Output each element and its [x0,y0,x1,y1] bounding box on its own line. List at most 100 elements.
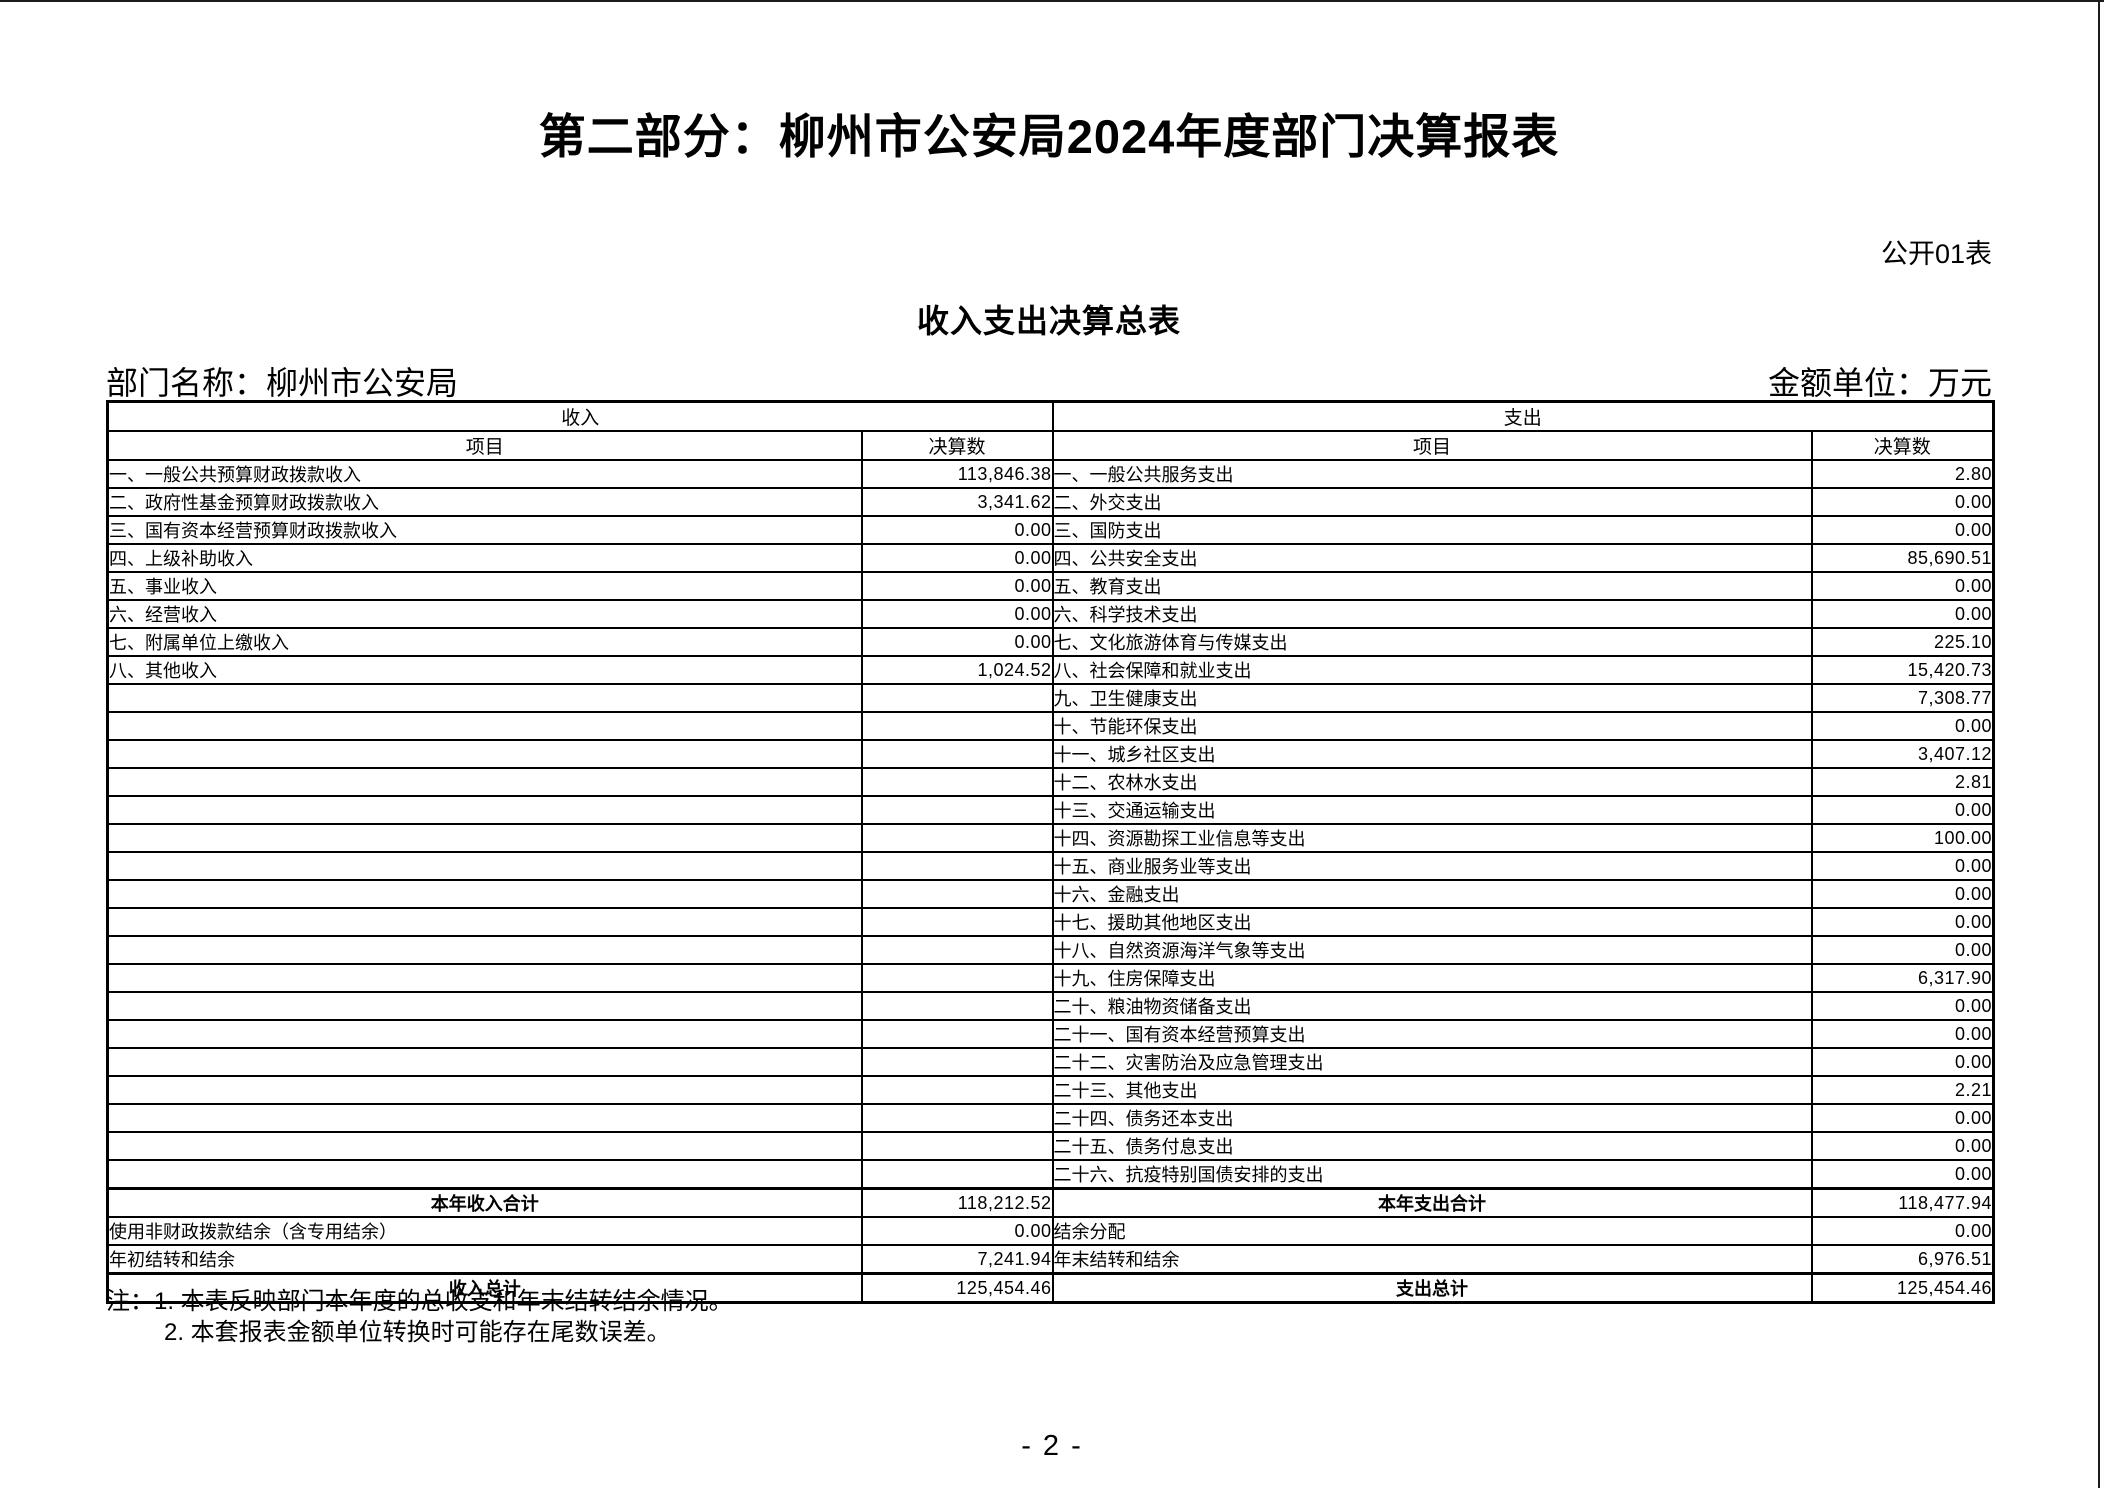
expense-item-cell: 十九、住房保障支出 [1051,963,1813,993]
income-item-cell [106,1047,863,1077]
table-row: 十五、商业服务业等支出 0.00 [106,851,1995,881]
page-right-rule [2098,0,2100,1488]
expense-amount-cell: 7,308.77 [1810,683,1995,713]
table-row: 七、附属单位上缴收入 0.00 七、文化旅游体育与传媒支出 225.10 [106,627,1995,657]
table-row: 二十五、债务付息支出 0.00 [106,1131,1995,1161]
expense-item-cell: 二十二、灾害防治及应急管理支出 [1051,1047,1813,1077]
table-row: 十一、城乡社区支出 3,407.12 [106,739,1995,769]
income-amount-cell [860,991,1054,1021]
summary-left-item: 本年收入合计 [106,1187,863,1218]
expense-amount-cell: 0.00 [1810,571,1995,601]
income-item-cell [106,879,863,909]
expense-amount-cell: 0.00 [1810,907,1995,937]
expense-amount-cell: 3,407.12 [1810,739,1995,769]
income-item-cell [106,1103,863,1133]
summary-row: 本年收入合计 118,212.52 本年支出合计 118,477.94 [106,1187,1995,1218]
expense-item-cell: 十六、金融支出 [1051,879,1813,909]
income-amount-cell [860,907,1054,937]
summary-row: 使用非财政拨款结余（含专用结余） 0.00 结余分配 0.00 [106,1216,1995,1246]
expense-amount-cell: 2.21 [1810,1075,1995,1105]
table-row: 十八、自然资源海洋气象等支出 0.00 [106,935,1995,965]
expense-amount-cell: 2.81 [1810,767,1995,797]
table-row: 八、其他收入 1,024.52 八、社会保障和就业支出 15,420.73 [106,655,1995,685]
summary-left-item: 收入总计 [106,1272,863,1304]
summary-left-item: 年初结转和结余 [106,1244,863,1275]
summary-right-item: 结余分配 [1051,1216,1813,1246]
summary-right-amount: 6,976.51 [1810,1244,1995,1275]
income-amount-header: 决算数 [860,430,1054,461]
income-amount-cell [860,795,1054,825]
expense-amount-cell: 0.00 [1810,1131,1995,1161]
income-amount-cell [860,1131,1054,1161]
expense-item-cell: 九、卫生健康支出 [1051,683,1813,713]
income-item-cell [106,963,863,993]
notes-block: 注：1. 本表反映部门本年度的总收支和年末结转结余情况。 2. 本套报表金额单位… [106,1286,733,1348]
expense-item-header: 项目 [1051,430,1813,461]
expense-amount-cell: 85,690.51 [1810,543,1995,573]
table-row: 五、事业收入 0.00 五、教育支出 0.00 [106,571,1995,601]
income-item-cell: 八、其他收入 [106,655,863,685]
section-header-row: 收入 支出 [106,400,1995,432]
expense-item-cell: 十二、农林水支出 [1051,767,1813,797]
expense-amount-cell: 0.00 [1810,795,1995,825]
expense-item-cell: 十七、援助其他地区支出 [1051,907,1813,937]
expense-amount-cell: 6,317.90 [1810,963,1995,993]
expense-amount-cell: 0.00 [1810,935,1995,965]
expense-item-cell: 二、外交支出 [1051,487,1813,517]
page-title: 第二部分：柳州市公安局2024年度部门决算报表 [538,110,1560,163]
expense-amount-cell: 0.00 [1810,487,1995,517]
expense-item-cell: 八、社会保障和就业支出 [1051,655,1813,685]
income-item-cell: 二、政府性基金预算财政拨款收入 [106,487,863,517]
expense-amount-cell: 225.10 [1810,627,1995,657]
income-item-cell: 七、附属单位上缴收入 [106,627,863,657]
income-amount-cell [860,767,1054,797]
expense-item-cell: 十八、自然资源海洋气象等支出 [1051,935,1813,965]
table-row: 二十三、其他支出 2.21 [106,1075,1995,1105]
income-amount-cell [860,935,1054,965]
summary-right-amount: 0.00 [1810,1216,1995,1246]
income-item-header: 项目 [106,430,863,461]
table-row: 二十、粮油物资储备支出 0.00 [106,991,1995,1021]
expense-amount-cell: 0.00 [1810,1159,1995,1190]
expense-item-cell: 一、一般公共服务支出 [1051,459,1813,489]
expense-item-cell: 二十三、其他支出 [1051,1075,1813,1105]
expense-item-cell: 十、节能环保支出 [1051,711,1813,741]
expense-item-cell: 二十、粮油物资储备支出 [1051,991,1813,1021]
income-amount-cell: 0.00 [860,599,1054,629]
page-top-rule [0,0,2104,2]
income-amount-cell: 0.00 [860,627,1054,657]
income-amount-cell [860,1047,1054,1077]
income-item-cell [106,1131,863,1161]
income-expense-table: 收入 支出 项目 决算数 项目 决算数 一、一般公共预算财政拨款收入 113,84… [106,400,1996,1304]
income-amount-cell [860,739,1054,769]
summary-right-amount: 125,454.46 [1810,1272,1995,1304]
income-item-cell: 五、事业收入 [106,571,863,601]
income-item-cell [106,767,863,797]
income-item-cell: 三、国有资本经营预算财政拨款收入 [106,515,863,545]
income-amount-cell: 0.00 [860,515,1054,545]
expense-item-cell: 二十一、国有资本经营预算支出 [1051,1019,1813,1049]
table-row: 二十二、灾害防治及应急管理支出 0.00 [106,1047,1995,1077]
expense-amount-cell: 15,420.73 [1810,655,1995,685]
expense-amount-cell: 0.00 [1810,879,1995,909]
expense-item-cell: 四、公共安全支出 [1051,543,1813,573]
summary-right-item: 年末结转和结余 [1051,1244,1813,1275]
expense-amount-cell: 0.00 [1810,711,1995,741]
income-amount-cell: 113,846.38 [860,459,1054,489]
income-item-cell [106,795,863,825]
income-amount-cell: 0.00 [860,543,1054,573]
table-row: 十四、资源勘探工业信息等支出 100.00 [106,823,1995,853]
income-amount-cell [860,1019,1054,1049]
expense-amount-cell: 0.00 [1810,851,1995,881]
expense-amount-cell: 0.00 [1810,1019,1995,1049]
expense-amount-cell: 0.00 [1810,1047,1995,1077]
income-amount-cell [860,711,1054,741]
income-item-cell [106,683,863,713]
income-amount-cell [860,879,1054,909]
expense-amount-cell: 0.00 [1810,1103,1995,1133]
table-code-label: 公开01表 [1880,239,1992,269]
table-meta-row: 部门名称：柳州市公安局 金额单位：万元 [106,358,1992,404]
income-item-cell: 一、一般公共预算财政拨款收入 [106,459,863,489]
table-row: 十二、农林水支出 2.81 [106,767,1995,797]
income-amount-cell [860,1075,1054,1105]
